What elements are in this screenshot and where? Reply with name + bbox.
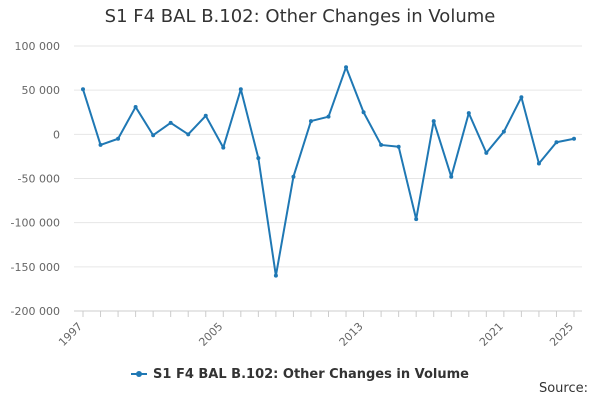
y-tick-label: -50 000	[18, 173, 60, 186]
y-tick-label: 100 000	[15, 40, 61, 53]
data-point	[151, 133, 156, 138]
data-point	[238, 87, 243, 92]
x-tick-label: 1997	[56, 320, 85, 349]
gridlines	[74, 45, 582, 312]
data-point	[203, 113, 208, 118]
legend[interactable]: S1 F4 BAL B.102: Other Changes in Volume	[0, 364, 600, 382]
series-line	[82, 66, 575, 277]
x-tick-label: 2025	[547, 320, 576, 349]
x-tick-label: 2021	[477, 320, 506, 349]
legend-line-marker-icon	[131, 371, 148, 377]
data-point	[466, 111, 471, 116]
data-point	[536, 161, 541, 166]
data-point	[256, 156, 261, 161]
y-tick-label: -200 000	[11, 305, 60, 318]
legend-item[interactable]: S1 F4 BAL B.102: Other Changes in Volume	[131, 367, 469, 382]
data-point	[221, 145, 226, 150]
y-tick-label: -100 000	[11, 217, 60, 230]
data-point	[98, 142, 103, 147]
chart-title: S1 F4 BAL B.102: Other Changes in Volume	[104, 6, 496, 27]
series-group	[81, 65, 576, 278]
data-point	[396, 144, 401, 149]
y-axis: 100 000 50 000 0 -50 000 -100 000 -150 000 -20…	[11, 40, 60, 318]
data-point	[273, 273, 278, 278]
y-tick-label: 0	[53, 128, 60, 141]
data-point	[501, 129, 506, 134]
data-point	[484, 150, 489, 155]
x-tick-label: 2013	[337, 320, 366, 349]
data-point	[361, 110, 366, 115]
x-tick-label: 2005	[196, 320, 225, 349]
data-point	[414, 217, 419, 222]
data-point	[519, 95, 524, 100]
source-label: Source:	[538, 381, 588, 396]
data-point	[308, 119, 313, 124]
data-point	[344, 65, 349, 70]
data-point	[168, 120, 173, 125]
data-point	[379, 142, 384, 147]
data-point	[133, 104, 138, 109]
y-tick-label: 50 000	[22, 84, 61, 97]
data-point	[449, 174, 454, 179]
data-point	[291, 174, 296, 179]
legend-label: S1 F4 BAL B.102: Other Changes in Volume	[153, 366, 469, 382]
data-point	[116, 136, 121, 141]
y-tick-label: -150 000	[11, 261, 60, 274]
x-axis: 1997 2005 2013 2021 2025	[56, 310, 582, 349]
data-point	[186, 132, 191, 137]
data-point	[326, 114, 331, 119]
data-point	[554, 140, 559, 145]
data-point	[81, 87, 85, 92]
data-point	[572, 136, 576, 141]
data-point	[431, 119, 436, 124]
